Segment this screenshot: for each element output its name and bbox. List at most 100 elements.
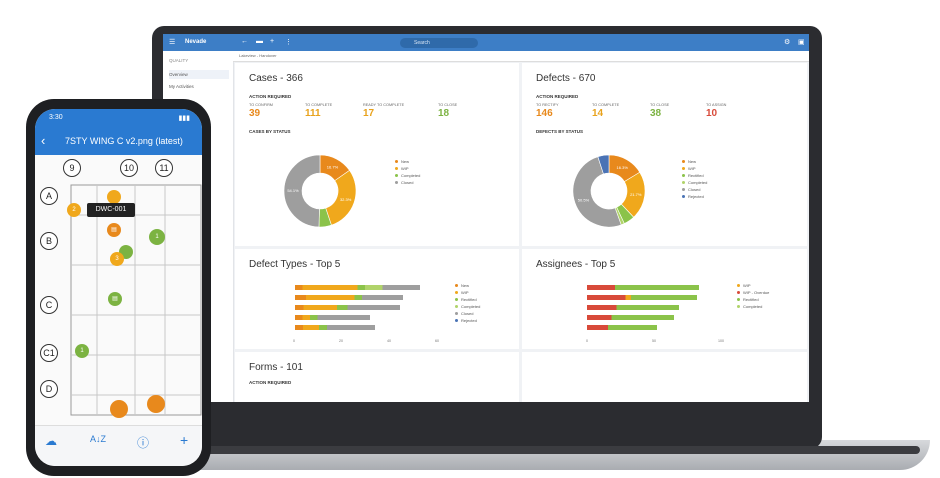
legend-item: Rectified	[688, 173, 704, 178]
legend-item: Completed	[401, 173, 421, 178]
slice-label: 16.7%	[327, 165, 339, 170]
defect-marker[interactable]	[110, 400, 128, 418]
sidebar-item-overview[interactable]: Overview	[169, 70, 229, 79]
menu-icon[interactable]: ☰	[169, 39, 176, 46]
kpi-value[interactable]: 146	[536, 108, 553, 119]
sort-az-icon[interactable]: A↓Z	[90, 434, 107, 444]
defect-marker[interactable]	[147, 395, 165, 413]
status-time: 3:30	[49, 114, 63, 121]
grid-row-label: B	[40, 232, 58, 250]
legend-item: WIP	[743, 283, 751, 288]
grid-row-label: D	[40, 380, 58, 398]
slice-label: 16.3%	[617, 165, 629, 170]
kpi-label: READY TO COMPLETE	[363, 103, 405, 107]
sidebar-item-activities[interactable]: My Activities	[169, 84, 194, 89]
kpi-label: TO CLOSE	[438, 103, 458, 107]
legend-item: New	[401, 159, 410, 164]
kpi-value[interactable]: 17	[363, 108, 375, 119]
legend-item: WIP	[401, 166, 409, 171]
bar	[587, 305, 679, 310]
donut-slice-rejected[interactable]	[597, 154, 610, 175]
defect-types-legend: New WIP Rectified Completed Closed Rejec…	[455, 282, 480, 324]
kpi-value[interactable]: 111	[305, 108, 321, 119]
grid-row-label: C	[40, 296, 58, 314]
empty-panel	[522, 352, 807, 402]
axis-tick: 40	[387, 339, 391, 343]
slice-label: 32.3%	[340, 197, 352, 202]
grid-row-label: C1	[40, 344, 58, 362]
clipboard-marker[interactable]: ▤	[108, 292, 122, 306]
more-icon[interactable]: ⋮	[285, 39, 292, 46]
page-title: 7STY WING C v2.png (latest)	[65, 136, 183, 146]
kpi-value[interactable]: 14	[592, 108, 604, 119]
kpi-value[interactable]: 18	[438, 108, 450, 119]
clipboard-marker[interactable]: ▤	[107, 223, 121, 237]
legend-item: New	[461, 283, 470, 288]
back-icon[interactable]: ←	[241, 38, 248, 45]
status-bar: 3:30 ▮▮▮	[35, 109, 202, 127]
kpi-value[interactable]: 10	[706, 108, 718, 119]
add-icon[interactable]: +	[180, 432, 189, 448]
bar	[295, 315, 370, 320]
kpi-value[interactable]: 39	[249, 108, 261, 119]
defect-types-title: Defect Types - Top 5	[249, 259, 341, 270]
phone-screen: 3:30 ▮▮▮ ‹ 7STY WING C v2.png (latest) 9…	[35, 109, 202, 466]
legend-item: WIP	[461, 290, 469, 295]
forms-action-required: ACTION REQUIRED	[249, 380, 292, 385]
kpi-label: TO RECTIFY	[536, 103, 559, 107]
nav-bar: ‹ 7STY WING C v2.png (latest)	[35, 127, 202, 155]
defects-action-required: ACTION REQUIRED	[536, 94, 579, 99]
defect-marker[interactable]: 3	[110, 252, 124, 266]
search-input[interactable]: Search	[400, 38, 478, 48]
defect-types-panel: Defect Types - Top 5 0 20 40 60 New WIP …	[235, 249, 519, 349]
laptop-screen: ☰ Nevade ← ▬ + ⋮ Search ⚙ ▣ QUALITY Over…	[163, 34, 809, 402]
top-bar: ☰ Nevade ← ▬ + ⋮ Search ⚙ ▣	[163, 34, 809, 51]
kpi-label: TO COMPLETE	[592, 103, 620, 107]
axis-tick: 50	[652, 339, 656, 343]
legend-item: WIP	[688, 166, 696, 171]
bar	[295, 285, 420, 290]
legend-item: Closed	[401, 180, 414, 185]
defects-donut: 16.3% 21.7% 50.5%	[572, 154, 646, 228]
defect-marker[interactable]: 1	[75, 344, 89, 358]
defects-by-status: DEFECTS BY STATUS	[536, 129, 584, 134]
legend-item: New	[688, 159, 697, 164]
cases-by-status: CASES BY STATUS	[249, 129, 291, 134]
donut-slice-closed[interactable]	[572, 156, 622, 228]
user-icon[interactable]: ▣	[798, 39, 805, 46]
battery-icon: ▮▮▮	[178, 115, 190, 122]
back-arrow-icon[interactable]: ‹	[41, 133, 46, 148]
home-icon[interactable]: ▬	[256, 38, 263, 45]
legend-item: Rectified	[461, 297, 477, 302]
legend-item: Closed	[688, 187, 701, 192]
bar	[587, 325, 657, 330]
slice-label: 21.7%	[630, 192, 642, 197]
kpi-label: TO ASSIGN	[706, 103, 727, 107]
kpi-label: TO COMPLETE	[305, 103, 333, 107]
floor-plan[interactable]: 9 10 11 A B C C1 D 2 DWC-001 ▤ 1 3 ▤ 1	[35, 155, 202, 425]
donut-slice-closed[interactable]	[283, 154, 321, 228]
defect-marker[interactable]: 1	[149, 229, 165, 245]
legend-item: Completed	[743, 304, 763, 309]
axis-tick: 100	[718, 339, 724, 343]
defects-title: Defects - 670	[536, 73, 596, 84]
cases-title: Cases - 366	[249, 73, 303, 84]
defect-marker[interactable]: 2	[67, 203, 81, 217]
settings-icon[interactable]: ⚙	[784, 39, 791, 46]
bar	[587, 295, 697, 300]
cloud-download-icon[interactable]: ☁	[45, 434, 57, 448]
defects-legend: New WIP Rectified Completed Closed Rejec…	[682, 158, 707, 200]
add-icon[interactable]: +	[270, 38, 275, 45]
bar	[295, 295, 403, 300]
tab-handover[interactable]: Lakeview - Handover	[239, 53, 277, 58]
defect-marker[interactable]	[107, 190, 121, 204]
info-icon[interactable]: ⓘ	[137, 436, 150, 450]
axis-tick: 0	[293, 339, 295, 343]
slice-label: 50.5%	[578, 197, 590, 202]
axis-tick: 0	[586, 339, 588, 343]
bar	[295, 325, 375, 330]
kpi-value[interactable]: 38	[650, 108, 662, 119]
callout-label[interactable]: DWC-001	[87, 203, 135, 217]
bottom-toolbar: ☁ A↓Z ⓘ +	[35, 425, 202, 466]
cases-action-required: ACTION REQUIRED	[249, 94, 292, 99]
